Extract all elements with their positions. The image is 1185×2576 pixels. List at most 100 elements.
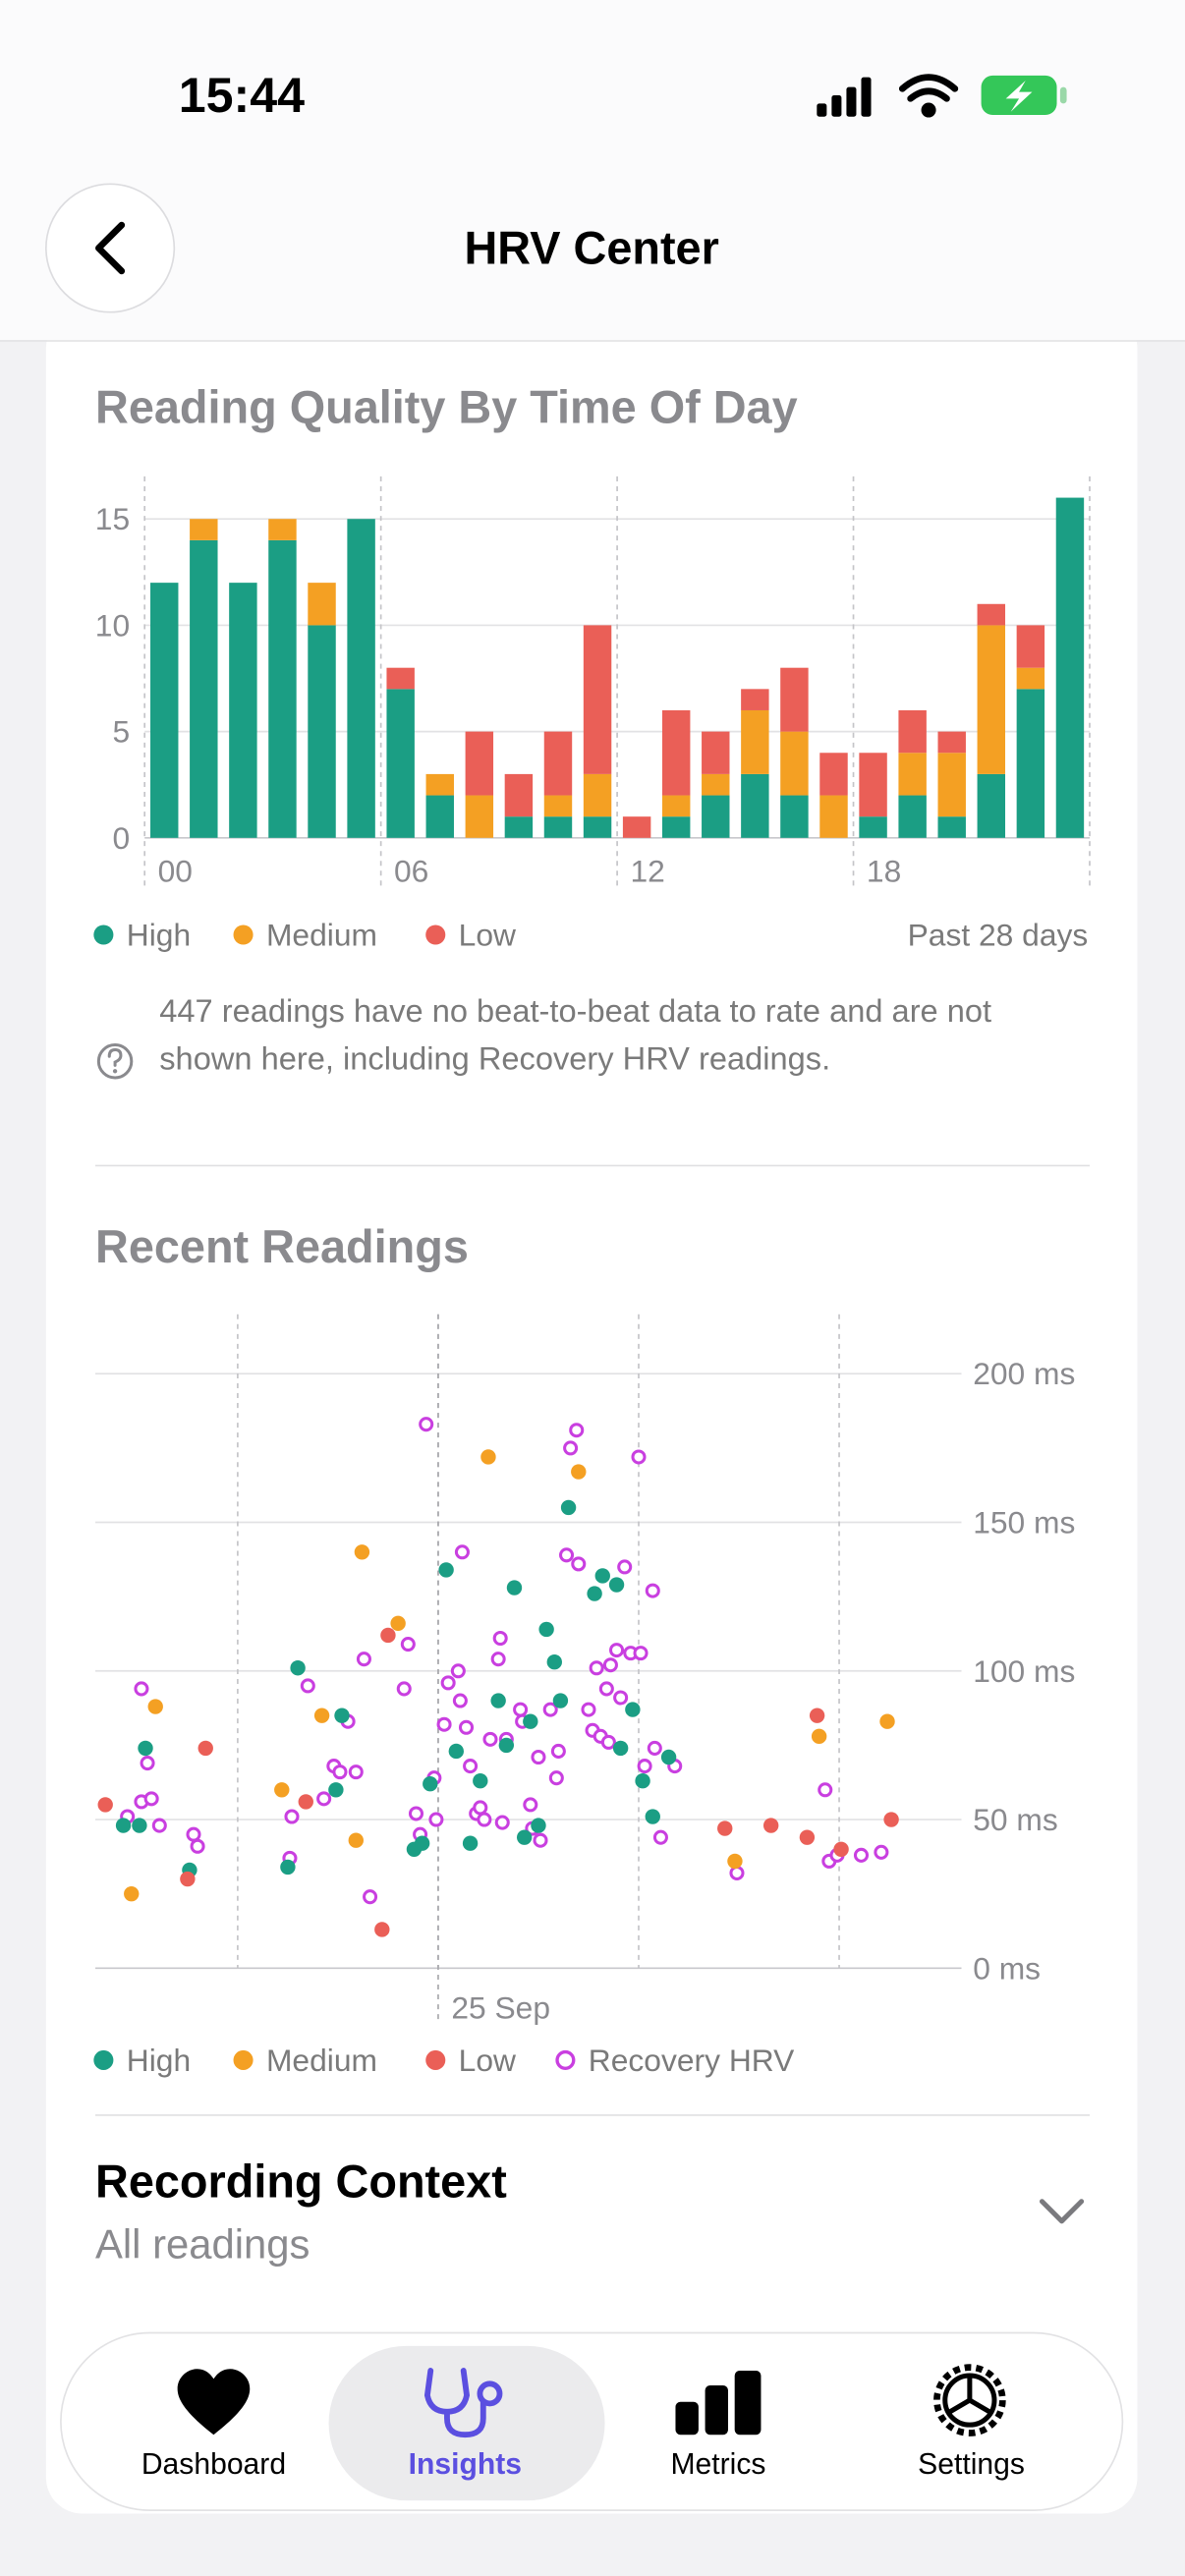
metrics-icon [675,2370,762,2436]
point [454,1544,470,1560]
point [198,1740,213,1757]
bar-segment [898,795,927,838]
legend-marker [233,2049,254,2070]
point [513,1702,529,1717]
point [506,1580,523,1596]
point [809,1708,825,1723]
info-icon [96,1043,134,1080]
x-tick-label: 06 [394,853,428,888]
bar-segment [780,731,809,796]
y-tick-label: 5 [112,714,130,750]
bar-segment [819,753,848,796]
footnote-box: 447 readings have no beat-to-beat data t… [159,993,992,1078]
point [473,1800,488,1816]
point [523,1797,538,1813]
bar-segment [583,773,612,817]
y-tick-label: 15 [95,501,130,536]
point [498,1737,515,1754]
point [284,1809,300,1824]
point [348,1764,364,1780]
point [569,1423,585,1438]
bar-segment [898,709,927,754]
point [799,1829,816,1845]
point [600,1734,616,1750]
section-title[interactable]: Recording Context [95,2156,507,2208]
point [396,1681,412,1697]
bar-segment [702,795,730,838]
x-tick-label: 00 [158,853,193,888]
legend-marker [425,2049,446,2070]
tab-label[interactable]: Metrics [670,2448,765,2481]
point [853,1847,870,1863]
point [390,1615,406,1632]
tab-selected-bg [328,2345,605,2501]
point [438,1562,454,1578]
period-label: Past 28 days [908,917,1089,952]
point [571,1556,587,1572]
legend-marker [93,924,114,945]
bar-segment [661,816,691,838]
x-tick-label: 18 [867,853,901,888]
point [538,1621,554,1638]
settings-icon [933,2364,1006,2436]
bar-segment [661,795,691,817]
bar-segment [543,731,573,796]
bar-segment [741,773,769,838]
point [436,1716,452,1732]
point [313,1708,330,1723]
x-tick-label: 25 Sep [451,1989,550,2025]
tab-label[interactable]: Insights [409,2448,522,2481]
y-tick-label: 200 ms [973,1356,1075,1391]
bar-segment [229,583,257,838]
point [143,1791,159,1807]
point [380,1627,396,1644]
point [280,1859,296,1876]
point [542,1702,558,1717]
legend-label: High [127,917,191,952]
legend-label: Low [459,2043,517,2078]
point [609,1643,625,1658]
point [883,1812,899,1827]
point [729,1865,745,1881]
y-tick-label: 100 ms [973,1653,1075,1689]
point [356,1652,371,1667]
bar-segment [465,795,494,838]
point [374,1922,390,1937]
x-tick-label: 12 [630,853,664,888]
point [428,1812,444,1827]
point [833,1841,849,1857]
tab-label[interactable]: Dashboard [141,2448,286,2481]
bar-segment [347,519,375,838]
point [477,1812,492,1827]
point [602,1657,618,1673]
point [115,1818,132,1833]
y-tick-label: 0 ms [973,1950,1041,1986]
point [560,1499,577,1516]
point [637,1759,652,1774]
point [448,1743,465,1760]
bar-segment [425,773,454,796]
tab-label[interactable]: Settings [918,2448,1025,2481]
bar-segment [308,625,336,838]
point [186,1826,201,1842]
bar-segment [661,709,691,796]
back-button[interactable] [44,183,176,313]
bar-segment [308,583,336,626]
footnote: 447 readings have no beat-to-beat data t… [159,993,992,1078]
point [480,1449,496,1465]
bar-segment [622,816,651,838]
point [462,1835,479,1851]
chevron[interactable] [1039,2199,1085,2224]
bar-segment [937,816,966,838]
bar-segment [150,583,179,838]
point [571,1464,587,1480]
bar-segment [583,625,612,774]
chart-title: Recent Readings [95,1221,469,1272]
point [645,1809,660,1824]
point [492,1630,508,1647]
y-tick-label: 50 ms [973,1802,1058,1837]
y-tick-label: 10 [95,607,130,643]
stethoscope-icon [423,2368,503,2438]
point [132,1818,147,1833]
point [635,1773,650,1789]
